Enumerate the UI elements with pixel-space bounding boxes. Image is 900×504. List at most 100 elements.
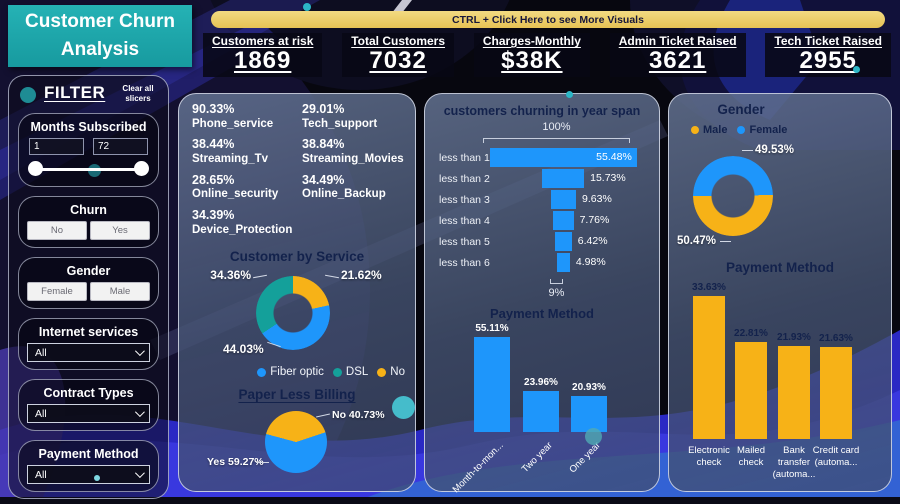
payment-method-select[interactable]: All (27, 465, 150, 484)
service-stat-phone-service: 90.33% Phone_service (192, 102, 298, 131)
funnel-category-label: less than 4 (439, 214, 490, 227)
stat-name: Phone_service (192, 117, 274, 130)
pie-label-no: No 40.73% (332, 409, 385, 421)
legend-swatch (691, 126, 699, 134)
bar-credit-card-automa[interactable] (820, 347, 852, 439)
leader-line (742, 150, 753, 151)
kpi-label: Admin Ticket Raised (618, 34, 737, 48)
stat-percent: 34.49% (302, 172, 345, 187)
services-panel: 90.33% Phone_service 29.01% Tech_support 38.… (178, 93, 416, 492)
funnel-bar[interactable] (556, 253, 570, 272)
bar-value-label: 33.63% (692, 282, 726, 293)
gender-option-male[interactable]: Male (90, 282, 150, 301)
customer-by-service-donut[interactable] (256, 276, 330, 350)
legend-item-female: Female (737, 124, 787, 136)
churn-panel: customers churning in year span 100% les… (424, 93, 660, 495)
donut-label-no: 21.62% (341, 268, 382, 282)
legend-swatch (257, 367, 267, 377)
funnel-row-less-than-1: less than 1 55.48% (431, 147, 655, 168)
funnel-bar-area: 15.73% (490, 169, 637, 188)
slider-handle-max[interactable] (134, 161, 149, 176)
funnel-bar[interactable] (550, 190, 577, 209)
bar-mailed-check[interactable] (735, 342, 767, 439)
kpi-label: Charges-Monthly (482, 34, 581, 48)
funnel-bar[interactable] (489, 148, 637, 167)
bar-category-label: Bank transfer (automa... (772, 445, 816, 480)
kpi-row: Customers at risk 1869 Total Customers 7032… (203, 33, 891, 77)
filter-bullet-icon (20, 87, 36, 103)
slicer-label: Churn (70, 203, 107, 217)
clear-all-slicers-button[interactable]: Clear all slicers (122, 84, 154, 103)
legend-label: Female (749, 124, 788, 136)
stat-percent: 28.65% (192, 172, 235, 187)
option-row: No Yes (27, 221, 150, 240)
service-stat-online-security: 28.65% Online_security (192, 173, 298, 202)
bar-month-to-mon[interactable] (474, 337, 510, 432)
stat-percent: 29.01% (302, 102, 345, 116)
gender-label-male: 50.47% (677, 235, 717, 247)
option-row: Female Male (27, 282, 150, 301)
kpi-value: $38K (501, 47, 563, 74)
paperless-billing-title: Paper Less Billing (238, 387, 356, 402)
funnel-top-label: 100% (542, 121, 571, 133)
legend-label: Male (703, 124, 728, 136)
slider-handle-min[interactable] (28, 161, 43, 176)
kpi-value: 1869 (233, 47, 292, 74)
months-from-input[interactable] (29, 138, 84, 155)
paperless-billing-pie[interactable] (265, 411, 327, 473)
internet-services-select[interactable]: All (27, 343, 150, 362)
chevron-down-icon (134, 468, 145, 479)
gender-title: Gender (717, 102, 765, 117)
stat-name: Tech_support (302, 117, 378, 130)
funnel-row-less-than-6: less than 6 4.98% (431, 252, 655, 273)
funnel-value-label: 6.42% (577, 235, 608, 247)
funnel-row-less-than-2: less than 2 15.73% (431, 168, 655, 189)
funnel-value-label: 4.98% (575, 256, 606, 268)
bar-value-label: 22.81% (734, 328, 768, 339)
demographics-panel: Gender Male Female 49.53% 50.47% Payment … (668, 93, 892, 492)
bar-bank-transfer-automa[interactable] (778, 345, 810, 439)
banner-label: CTRL + Click Here to see More Visuals (452, 13, 644, 26)
bar-one-year[interactable] (571, 395, 607, 432)
gender-legend: Male Female (691, 124, 787, 136)
funnel-bar-area: 9.63% (490, 190, 637, 209)
gender-donut[interactable] (693, 156, 773, 236)
slider-track (35, 168, 142, 171)
funnel-value-label: 15.73% (590, 172, 626, 184)
contract-chart-title: Payment Method (489, 306, 594, 321)
decor-dot (94, 475, 100, 481)
kpi-tech-ticket-raised: Tech Ticket Raised 2955 (765, 33, 891, 77)
funnel-row-less-than-3: less than 3 9.63% (431, 189, 655, 210)
gender-option-female[interactable]: Female (27, 282, 87, 301)
funnel-bar[interactable] (542, 169, 585, 188)
more-visuals-banner-button[interactable]: CTRL + Click Here to see More Visuals (211, 11, 885, 28)
kpi-charges-monthly: Charges-Monthly $38K (473, 33, 590, 77)
kpi-total-customers: Total Customers 7032 (342, 33, 455, 77)
bar-category-label: Credit card (automa... (812, 445, 860, 468)
slicer-label: Payment Method (38, 447, 139, 461)
funnel-category-label: less than 6 (439, 256, 490, 269)
stat-percent: 34.39% (192, 208, 235, 223)
months-to-input[interactable] (93, 138, 148, 155)
churn-option-no[interactable]: No (27, 221, 87, 240)
leader-line (253, 274, 267, 279)
bar-electronic-check[interactable] (693, 296, 725, 439)
gender-label-female: 49.53% (755, 144, 795, 156)
funnel-category-label: less than 3 (439, 193, 490, 206)
contract-types-select[interactable]: All (27, 404, 150, 423)
funnel-top-bracket (483, 138, 630, 143)
funnel-bar[interactable] (553, 211, 574, 230)
funnel-bar[interactable] (554, 232, 572, 251)
leader-line (256, 462, 269, 463)
decor-dot (303, 3, 311, 11)
filter-card-payment-method: Payment Method All (18, 440, 159, 492)
bar-two-year[interactable] (523, 390, 559, 432)
bar-value-label: 21.93% (777, 331, 811, 343)
churn-option-yes[interactable]: Yes (90, 221, 150, 240)
funnel-category-label: less than 1 (439, 151, 490, 164)
legend-label: No (390, 366, 405, 378)
legend-item-male: Male (691, 124, 727, 136)
leader-line (720, 241, 731, 242)
bar-value-label: 21.63% (819, 333, 853, 345)
chevron-down-icon (134, 346, 145, 357)
